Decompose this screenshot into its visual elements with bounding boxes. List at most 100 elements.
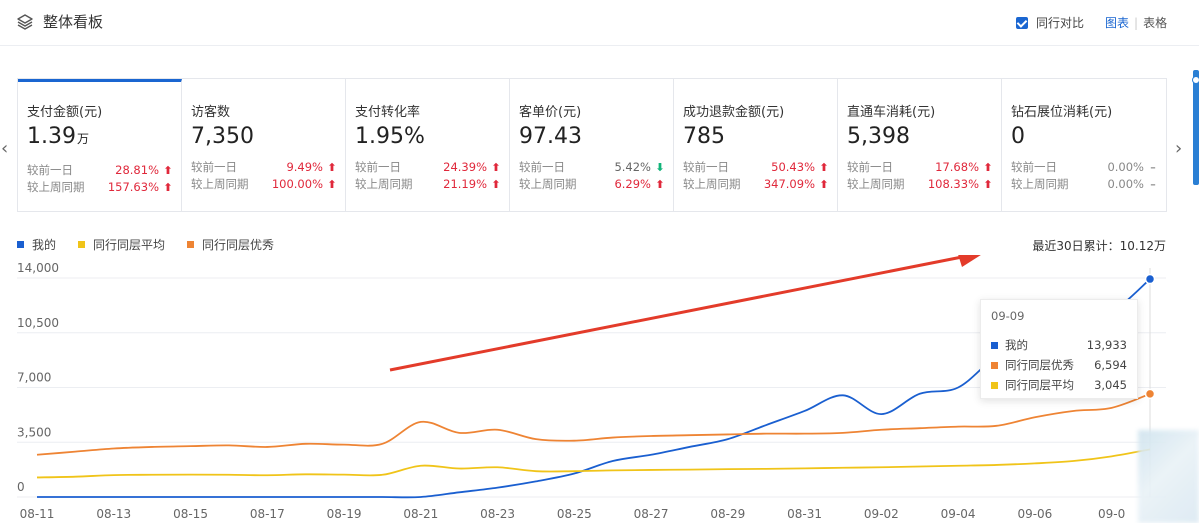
tooltip-value: 13,933: [1086, 338, 1127, 352]
x-tick-label: 09-02: [864, 507, 899, 521]
kpi-compare-label: 较前一日: [683, 160, 729, 174]
kpi-value: 1.39万: [27, 124, 89, 149]
kpi-compare-day: 较前一日 5.42% ⬇: [519, 159, 665, 175]
y-tick-label: 14,000: [17, 261, 59, 275]
compare-toggle[interactable]: 同行对比: [1016, 14, 1084, 31]
kpi-compare-week: 较上周同期 0.00% –: [1011, 176, 1158, 192]
kpi-compare-pct: 50.43% ⬆: [771, 160, 829, 174]
kpi-label: 钻石展位消耗(元): [1011, 105, 1113, 120]
view-separator: |: [1134, 15, 1139, 30]
kpi-compare-week: 较上周同期 21.19% ⬆: [355, 176, 501, 192]
x-tick-label: 08-17: [250, 507, 285, 521]
page-title: 整体看板: [43, 13, 104, 31]
kpi-compare-pct: 6.29% ⬆: [614, 177, 665, 191]
kpi-compare-label: 较上周同期: [355, 177, 413, 191]
kpi-card[interactable]: 钻石展位消耗(元) 0 较前一日 0.00% – 较上周同期 0.00% –: [1002, 79, 1166, 211]
kpi-compare-label: 较前一日: [355, 160, 401, 174]
chart-tooltip: 09-09 我的 13,933 同行同层优秀 6,594 同行同层平均 3,045: [980, 299, 1138, 399]
tooltip-row: 同行同层平均 3,045: [991, 375, 1127, 395]
kpi-compare-pct: 9.49% ⬆: [286, 160, 337, 174]
x-tick-label: 08-27: [634, 507, 669, 521]
compare-checkbox[interactable]: [1016, 16, 1028, 29]
legend-label: 我的: [32, 238, 57, 252]
kpi-compare-day: 较前一日 50.43% ⬆: [683, 159, 829, 175]
kpi-compare-day: 较前一日 17.68% ⬆: [847, 159, 993, 175]
view-switch: 图表 | 表格: [1105, 14, 1167, 31]
page-header: 整体看板 同行对比 图表 | 表格: [0, 0, 1199, 46]
annotation-arrow: [389, 255, 963, 372]
x-tick-label: 08-15: [173, 507, 208, 521]
prev-arrow-icon[interactable]: ‹: [1, 138, 9, 159]
data-point-marker[interactable]: [1144, 388, 1156, 400]
kpi-compare-week: 较上周同期 108.33% ⬆: [847, 176, 993, 192]
kpi-compare-label: 较上周同期: [27, 180, 85, 194]
kpi-card[interactable]: 支付金额(元) 1.39万 较前一日 28.81% ⬆ 较上周同期 157.63% ⬆: [18, 79, 182, 211]
arrow-up-icon: ⬆: [163, 180, 173, 194]
dash-icon: –: [1150, 177, 1156, 191]
kpi-label: 访客数: [191, 105, 231, 120]
x-tick-label: 08-13: [96, 507, 131, 521]
x-tick-label: 08-25: [557, 507, 592, 521]
kpi-compare-pct: 347.09% ⬆: [763, 177, 829, 191]
kpi-label: 支付转化率: [355, 105, 421, 120]
kpi-label: 直通车消耗(元): [847, 105, 936, 120]
kpi-compare-pct: 17.68% ⬆: [935, 160, 993, 174]
kpi-value: 7,350: [191, 124, 254, 149]
x-tick-label: 09-06: [1017, 507, 1052, 521]
legend-item[interactable]: 同行同层优秀: [187, 236, 274, 253]
kpi-compare-label: 较上周同期: [519, 177, 577, 191]
view-table-link[interactable]: 表格: [1143, 16, 1168, 30]
kpi-compare-week: 较上周同期 157.63% ⬆: [27, 179, 173, 195]
tooltip-series-name: 同行同层平均: [1005, 378, 1074, 392]
compare-label: 同行对比: [1036, 16, 1085, 30]
next-arrow-icon[interactable]: ›: [1175, 138, 1183, 159]
arrow-up-icon: ⬆: [327, 177, 337, 191]
kpi-value: 0: [1011, 124, 1025, 149]
kpi-compare-label: 较前一日: [1011, 160, 1057, 174]
kpi-compare-pct: 28.81% ⬆: [115, 163, 173, 177]
x-tick-label: 08-29: [710, 507, 745, 521]
y-tick-label: 10,500: [17, 316, 59, 330]
arrow-up-icon: ⬆: [491, 160, 501, 174]
x-tick-label: 08-11: [20, 507, 55, 521]
kpi-value: 5,398: [847, 124, 910, 149]
kpi-compare-pct: 0.00% –: [1107, 160, 1158, 174]
kpi-card[interactable]: 支付转化率 1.95% 较前一日 24.39% ⬆ 较上周同期 21.19% ⬆: [346, 79, 510, 211]
tooltip-swatch: [991, 341, 998, 349]
kpi-compare-label: 较上周同期: [847, 177, 905, 191]
legend-swatch: [78, 241, 86, 248]
kpi-value: 97.43: [519, 124, 582, 149]
series-line: [36, 393, 1151, 456]
kpi-compare-week: 较上周同期 347.09% ⬆: [683, 176, 829, 192]
data-point-marker[interactable]: [1144, 273, 1156, 285]
kpi-card[interactable]: 访客数 7,350 较前一日 9.49% ⬆ 较上周同期 100.00% ⬆: [182, 79, 346, 211]
annotation-arrowhead: [958, 255, 981, 267]
legend-item[interactable]: 同行同层平均: [78, 236, 165, 253]
kpi-compare-day: 较前一日 24.39% ⬆: [355, 159, 501, 175]
x-tick-label: 08-19: [327, 507, 362, 521]
view-chart-link[interactable]: 图表: [1105, 16, 1130, 30]
layers-icon: [17, 14, 33, 30]
legend-label: 同行同层平均: [93, 238, 166, 252]
scroll-handle[interactable]: [1192, 76, 1199, 84]
kpi-card[interactable]: 客单价(元) 97.43 较前一日 5.42% ⬇ 较上周同期 6.29% ⬆: [510, 79, 674, 211]
kpi-card[interactable]: 成功退款金额(元) 785 较前一日 50.43% ⬆ 较上周同期 347.09% ⬆: [674, 79, 838, 211]
side-scrollbar[interactable]: [1193, 70, 1199, 185]
tooltip-series-name: 同行同层优秀: [1005, 358, 1074, 372]
kpi-label: 客单价(元): [519, 105, 582, 120]
tooltip-series-name: 我的: [1005, 338, 1028, 352]
kpi-compare-pct: 5.42% ⬇: [614, 160, 665, 174]
series-line: [36, 448, 1151, 479]
x-tick-label: 08-31: [787, 507, 822, 521]
kpi-card[interactable]: 直通车消耗(元) 5,398 较前一日 17.68% ⬆ 较上周同期 108.33% ⬆: [838, 79, 1002, 211]
tooltip-swatch: [991, 361, 998, 369]
kpi-compare-pct: 21.19% ⬆: [443, 177, 501, 191]
series-line: [36, 278, 1151, 499]
legend-item[interactable]: 我的: [17, 236, 56, 253]
arrow-up-icon: ⬆: [983, 177, 993, 191]
tooltip-date: 09-09: [991, 309, 1025, 323]
arrow-up-icon: ⬆: [163, 163, 173, 177]
kpi-compare-label: 较上周同期: [683, 177, 741, 191]
kpi-compare-day: 较前一日 28.81% ⬆: [27, 162, 173, 178]
cumulative-total: 最近30日累计：10.12万: [1032, 239, 1166, 253]
